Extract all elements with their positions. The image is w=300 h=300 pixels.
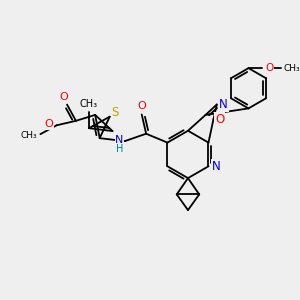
Text: CH₃: CH₃ xyxy=(283,64,300,73)
Text: O: O xyxy=(137,101,146,112)
Text: O: O xyxy=(60,92,68,102)
Text: N: N xyxy=(115,135,124,145)
Text: CH₃: CH₃ xyxy=(80,99,98,109)
Text: O: O xyxy=(265,63,273,73)
Text: O: O xyxy=(44,119,53,129)
Text: N: N xyxy=(219,98,228,111)
Text: O: O xyxy=(215,113,224,126)
Text: H: H xyxy=(116,144,123,154)
Text: S: S xyxy=(111,106,119,119)
Text: N: N xyxy=(212,160,220,173)
Text: CH₃: CH₃ xyxy=(21,131,38,140)
